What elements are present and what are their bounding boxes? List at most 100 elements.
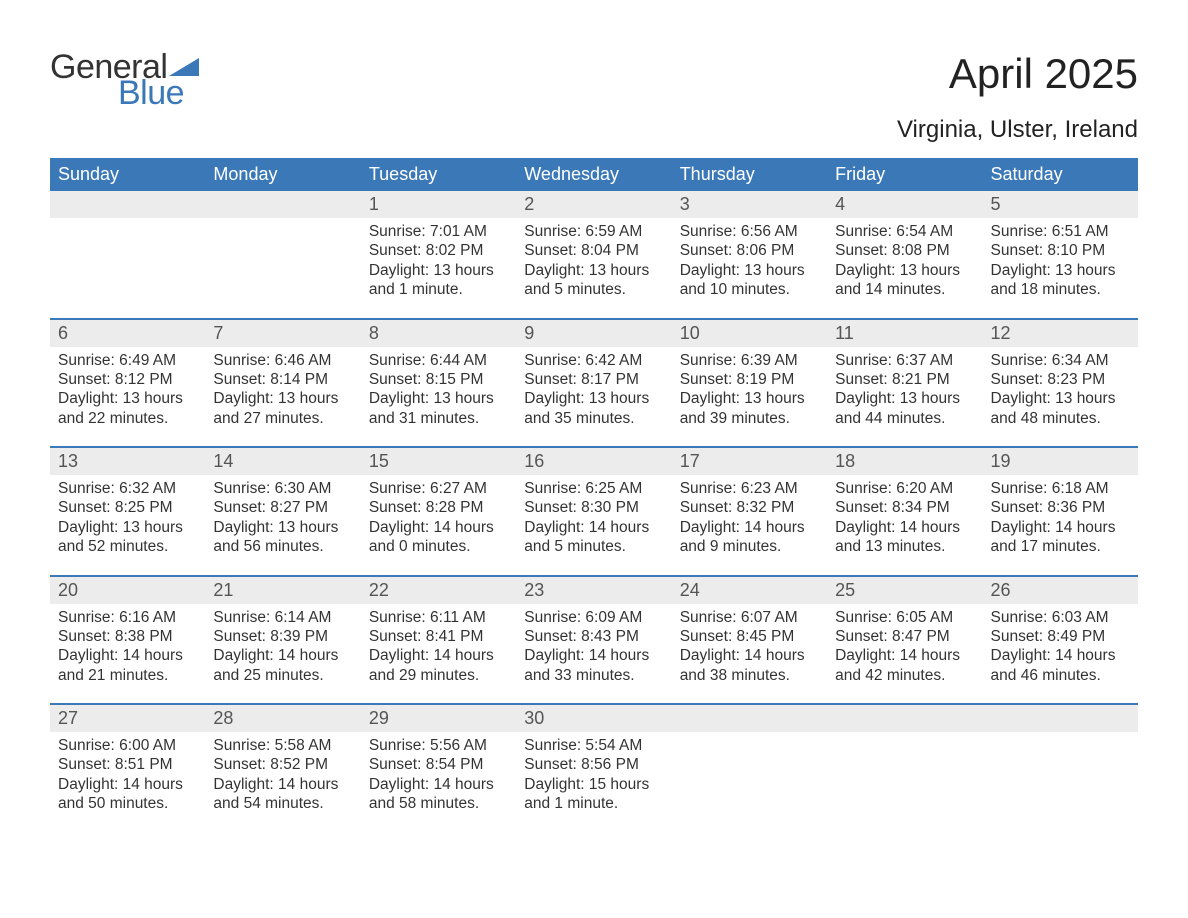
- daylight-line: Daylight: 13 hours and 39 minutes.: [680, 389, 819, 428]
- day-cell: 18Sunrise: 6:20 AMSunset: 8:34 PMDayligh…: [827, 448, 982, 575]
- daylight-line: Daylight: 14 hours and 38 minutes.: [680, 646, 819, 685]
- sunrise-line: Sunrise: 6:07 AM: [680, 608, 819, 627]
- sunrise-line: Sunrise: 6:23 AM: [680, 479, 819, 498]
- sunrise-line: Sunrise: 6:11 AM: [369, 608, 508, 627]
- daylight-line: Daylight: 14 hours and 46 minutes.: [991, 646, 1130, 685]
- day-number: 8: [361, 320, 516, 347]
- daylight-line: Daylight: 14 hours and 5 minutes.: [524, 518, 663, 557]
- day-body: Sunrise: 6:37 AMSunset: 8:21 PMDaylight:…: [827, 347, 982, 429]
- day-cell: 19Sunrise: 6:18 AMSunset: 8:36 PMDayligh…: [983, 448, 1138, 575]
- day-number: [672, 705, 827, 732]
- sunrise-line: Sunrise: 6:18 AM: [991, 479, 1130, 498]
- day-number: 5: [983, 191, 1138, 218]
- sunset-line: Sunset: 8:12 PM: [58, 370, 197, 389]
- day-number: 21: [205, 577, 360, 604]
- day-cell: [672, 705, 827, 832]
- sunrise-line: Sunrise: 6:44 AM: [369, 351, 508, 370]
- day-number: 22: [361, 577, 516, 604]
- dow-sat: Saturday: [983, 158, 1138, 191]
- sunset-line: Sunset: 8:30 PM: [524, 498, 663, 517]
- daylight-line: Daylight: 14 hours and 29 minutes.: [369, 646, 508, 685]
- sunset-line: Sunset: 8:04 PM: [524, 241, 663, 260]
- day-body: Sunrise: 6:30 AMSunset: 8:27 PMDaylight:…: [205, 475, 360, 557]
- sunset-line: Sunset: 8:45 PM: [680, 627, 819, 646]
- week-row: 27Sunrise: 6:00 AMSunset: 8:51 PMDayligh…: [50, 703, 1138, 832]
- day-number: 11: [827, 320, 982, 347]
- daylight-line: Daylight: 14 hours and 21 minutes.: [58, 646, 197, 685]
- daylight-line: Daylight: 14 hours and 58 minutes.: [369, 775, 508, 814]
- day-body: Sunrise: 6:42 AMSunset: 8:17 PMDaylight:…: [516, 347, 671, 429]
- day-number: 13: [50, 448, 205, 475]
- day-body: Sunrise: 6:39 AMSunset: 8:19 PMDaylight:…: [672, 347, 827, 429]
- daylight-line: Daylight: 13 hours and 35 minutes.: [524, 389, 663, 428]
- day-body: Sunrise: 6:20 AMSunset: 8:34 PMDaylight:…: [827, 475, 982, 557]
- sunset-line: Sunset: 8:08 PM: [835, 241, 974, 260]
- sunrise-line: Sunrise: 6:34 AM: [991, 351, 1130, 370]
- day-cell: 24 Sunrise: 6:07 AMSunset: 8:45 PMDayligh…: [672, 577, 827, 704]
- daylight-line: Daylight: 14 hours and 42 minutes.: [835, 646, 974, 685]
- day-number: 26: [983, 577, 1138, 604]
- day-body: Sunrise: 6:14 AMSunset: 8:39 PMDaylight:…: [205, 604, 360, 686]
- daylight-line: Daylight: 14 hours and 0 minutes.: [369, 518, 508, 557]
- dow-thu: Thursday: [672, 158, 827, 191]
- day-number: 28: [205, 705, 360, 732]
- day-cell: 13Sunrise: 6:32 AMSunset: 8:25 PMDayligh…: [50, 448, 205, 575]
- daylight-line: Daylight: 14 hours and 25 minutes.: [213, 646, 352, 685]
- daylight-line: Daylight: 13 hours and 1 minute.: [369, 261, 508, 300]
- dow-mon: Monday: [205, 158, 360, 191]
- sunrise-line: Sunrise: 5:54 AM: [524, 736, 663, 755]
- daylight-line: Daylight: 13 hours and 31 minutes.: [369, 389, 508, 428]
- day-number: 1: [361, 191, 516, 218]
- day-cell: 21Sunrise: 6:14 AMSunset: 8:39 PMDayligh…: [205, 577, 360, 704]
- day-body: Sunrise: 6:05 AMSunset: 8:47 PMDaylight:…: [827, 604, 982, 686]
- day-body: Sunrise: 6:49 AMSunset: 8:12 PMDaylight:…: [50, 347, 205, 429]
- day-cell: 14Sunrise: 6:30 AMSunset: 8:27 PMDayligh…: [205, 448, 360, 575]
- day-number: 15: [361, 448, 516, 475]
- day-number: [827, 705, 982, 732]
- daylight-line: Daylight: 14 hours and 50 minutes.: [58, 775, 197, 814]
- day-number: 30: [516, 705, 671, 732]
- day-number: 16: [516, 448, 671, 475]
- daylight-line: Daylight: 13 hours and 14 minutes.: [835, 261, 974, 300]
- daylight-line: Daylight: 14 hours and 17 minutes.: [991, 518, 1130, 557]
- week-row: 20Sunrise: 6:16 AMSunset: 8:38 PMDayligh…: [50, 575, 1138, 704]
- day-body: Sunrise: 5:56 AMSunset: 8:54 PMDaylight:…: [361, 732, 516, 814]
- sunset-line: Sunset: 8:38 PM: [58, 627, 197, 646]
- day-body: Sunrise: 6:03 AMSunset: 8:49 PMDaylight:…: [983, 604, 1138, 686]
- sunrise-line: Sunrise: 6:37 AM: [835, 351, 974, 370]
- day-number: 18: [827, 448, 982, 475]
- day-body: Sunrise: 5:58 AMSunset: 8:52 PMDaylight:…: [205, 732, 360, 814]
- day-cell: 28Sunrise: 5:58 AMSunset: 8:52 PMDayligh…: [205, 705, 360, 832]
- day-number: 24: [672, 577, 827, 604]
- daylight-line: Daylight: 13 hours and 56 minutes.: [213, 518, 352, 557]
- daylight-line: Daylight: 13 hours and 52 minutes.: [58, 518, 197, 557]
- daylight-line: Daylight: 15 hours and 1 minute.: [524, 775, 663, 814]
- sunrise-line: Sunrise: 6:56 AM: [680, 222, 819, 241]
- day-cell: 3Sunrise: 6:56 AMSunset: 8:06 PMDaylight…: [672, 191, 827, 318]
- day-cell: [50, 191, 205, 318]
- day-body: Sunrise: 6:44 AMSunset: 8:15 PMDaylight:…: [361, 347, 516, 429]
- day-cell: 29Sunrise: 5:56 AMSunset: 8:54 PMDayligh…: [361, 705, 516, 832]
- day-number: 7: [205, 320, 360, 347]
- day-body: Sunrise: 6:09 AMSunset: 8:43 PMDaylight:…: [516, 604, 671, 686]
- sunset-line: Sunset: 8:56 PM: [524, 755, 663, 774]
- day-body: Sunrise: 5:54 AMSunset: 8:56 PMDaylight:…: [516, 732, 671, 814]
- dow-tue: Tuesday: [361, 158, 516, 191]
- sunset-line: Sunset: 8:49 PM: [991, 627, 1130, 646]
- daylight-line: Daylight: 14 hours and 9 minutes.: [680, 518, 819, 557]
- sunset-line: Sunset: 8:25 PM: [58, 498, 197, 517]
- day-number: 10: [672, 320, 827, 347]
- daylight-line: Daylight: 14 hours and 33 minutes.: [524, 646, 663, 685]
- daylight-line: Daylight: 13 hours and 22 minutes.: [58, 389, 197, 428]
- day-cell: 4Sunrise: 6:54 AMSunset: 8:08 PMDaylight…: [827, 191, 982, 318]
- day-cell: 16Sunrise: 6:25 AMSunset: 8:30 PMDayligh…: [516, 448, 671, 575]
- day-body: Sunrise: 6:34 AMSunset: 8:23 PMDaylight:…: [983, 347, 1138, 429]
- sunrise-line: Sunrise: 6:51 AM: [991, 222, 1130, 241]
- day-cell: 12Sunrise: 6:34 AMSunset: 8:23 PMDayligh…: [983, 320, 1138, 447]
- day-number: [983, 705, 1138, 732]
- sunset-line: Sunset: 8:32 PM: [680, 498, 819, 517]
- day-cell: 25Sunrise: 6:05 AMSunset: 8:47 PMDayligh…: [827, 577, 982, 704]
- header: General Blue April 2025: [50, 50, 1138, 110]
- sunset-line: Sunset: 8:15 PM: [369, 370, 508, 389]
- day-number: 6: [50, 320, 205, 347]
